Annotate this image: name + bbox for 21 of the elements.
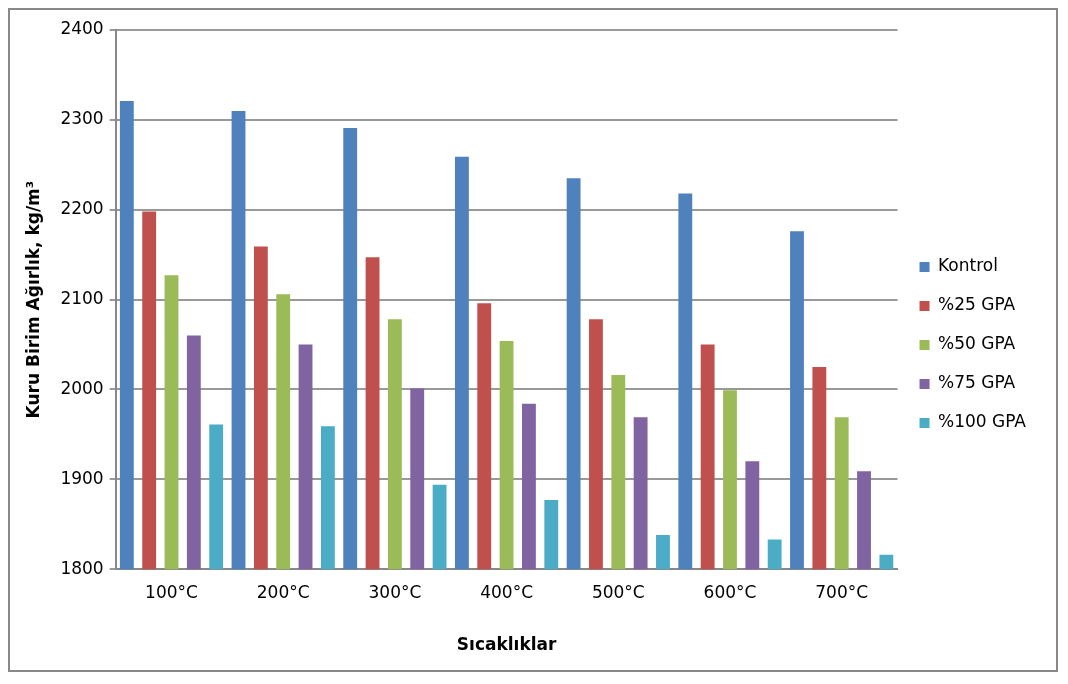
x-tick-label: 200°C <box>256 581 310 602</box>
y-tick-label: 1900 <box>60 467 104 488</box>
x-tick-label: 300°C <box>368 581 422 602</box>
legend-label: Kontrol <box>938 255 998 276</box>
x-tick-label: 700°C <box>815 581 869 602</box>
y-tick-label: 2200 <box>60 198 104 219</box>
legend-label: %50 GPA <box>938 333 1016 354</box>
x-tick-label: 400°C <box>480 581 534 602</box>
y-tick-label: 2400 <box>60 18 104 39</box>
y-tick-label: 2000 <box>60 377 104 398</box>
legend-label: %100 GPA <box>938 411 1027 432</box>
x-tick-label: 600°C <box>703 581 757 602</box>
y-tick-label: 2100 <box>60 288 104 309</box>
y-tick-label: 2300 <box>60 108 104 129</box>
x-tick-label: 500°C <box>591 581 645 602</box>
legend-label: %75 GPA <box>938 372 1016 393</box>
legend-label: %25 GPA <box>938 294 1016 315</box>
y-axis-title: Kuru Birim Ağırlık, kg/m³ <box>22 180 43 419</box>
x-axis-title: Sıcaklıklar <box>456 634 557 655</box>
x-tick-label: 100°C <box>145 581 198 602</box>
y-tick-label: 1800 <box>60 557 104 578</box>
